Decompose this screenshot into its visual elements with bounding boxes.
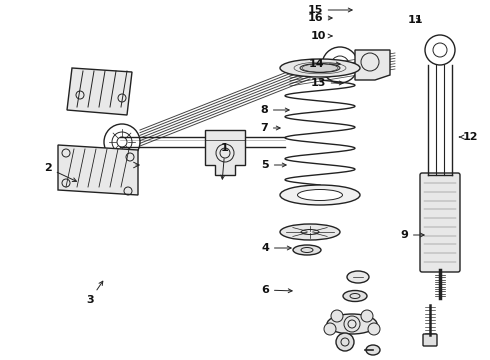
Circle shape	[361, 310, 373, 322]
Text: 3: 3	[86, 281, 103, 305]
Text: 14: 14	[308, 59, 340, 69]
Ellipse shape	[343, 291, 367, 302]
Text: 16: 16	[307, 13, 332, 23]
Text: 9: 9	[400, 230, 424, 240]
Text: 13: 13	[310, 78, 343, 88]
Polygon shape	[67, 68, 132, 115]
Ellipse shape	[280, 185, 360, 205]
Text: 11: 11	[407, 15, 423, 25]
Text: 2: 2	[44, 163, 76, 181]
Text: 15: 15	[307, 5, 352, 15]
Text: 12: 12	[460, 132, 478, 142]
Ellipse shape	[293, 245, 321, 255]
Text: 6: 6	[261, 285, 292, 295]
Text: 8: 8	[260, 105, 289, 115]
Text: 7: 7	[260, 123, 280, 133]
FancyBboxPatch shape	[420, 173, 460, 272]
Text: 5: 5	[261, 160, 286, 170]
Text: 1: 1	[220, 143, 229, 179]
Ellipse shape	[347, 271, 369, 283]
Ellipse shape	[280, 224, 340, 240]
Text: 10: 10	[310, 31, 332, 41]
Polygon shape	[205, 130, 245, 175]
Ellipse shape	[327, 314, 377, 334]
Text: 4: 4	[261, 243, 291, 253]
Ellipse shape	[366, 345, 380, 355]
Polygon shape	[355, 50, 390, 80]
Circle shape	[324, 323, 336, 335]
FancyBboxPatch shape	[423, 334, 437, 346]
Circle shape	[368, 323, 380, 335]
Circle shape	[336, 333, 354, 351]
Ellipse shape	[280, 59, 360, 77]
Ellipse shape	[297, 189, 343, 201]
Ellipse shape	[300, 63, 340, 72]
Polygon shape	[58, 145, 138, 195]
Circle shape	[331, 310, 343, 322]
